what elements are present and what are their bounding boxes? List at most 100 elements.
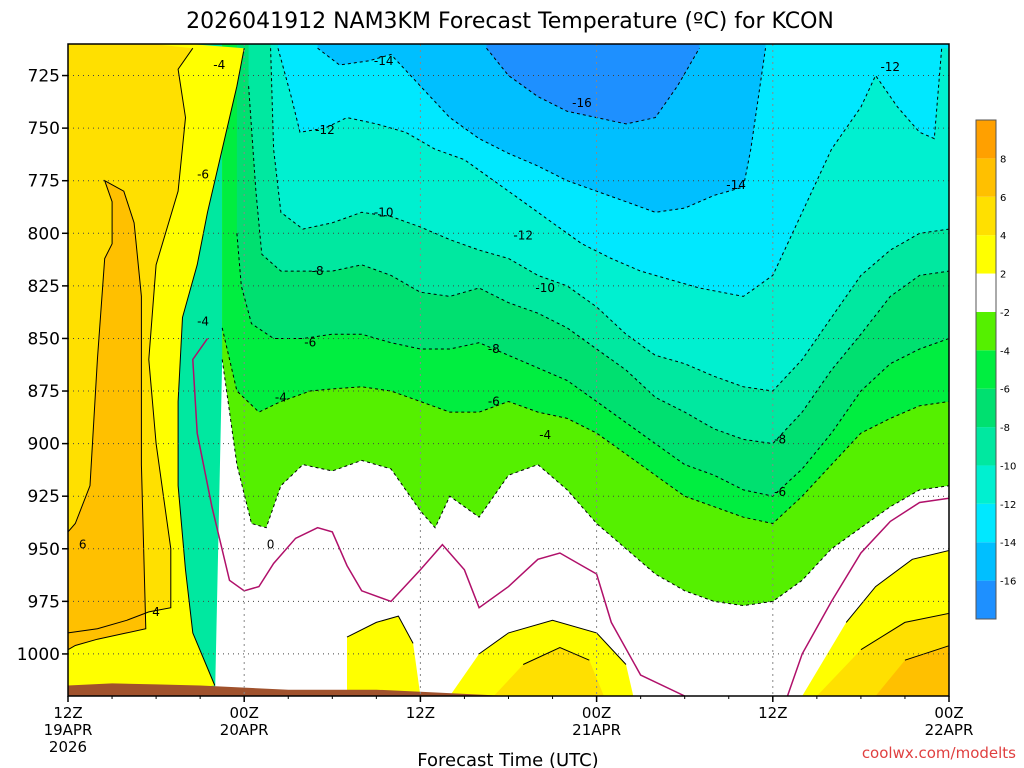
warm-pocket-line-3: [522, 647, 590, 665]
contour-label--16: -16: [572, 96, 592, 110]
x-tick-label-60-2: 22APR: [925, 721, 974, 739]
ground-layer: [68, 683, 553, 696]
colorbar-label--8: -8: [1000, 423, 1010, 434]
x-tick-label-12-1: 00Z: [230, 704, 259, 722]
y-tick-label-900: 900: [28, 435, 60, 455]
contour-label-extra-5: -12: [513, 228, 533, 242]
x-tick-label-36-1: 00Z: [582, 704, 611, 722]
isotherm--10: [270, 48, 949, 392]
contour-label-extra-8: -6: [488, 395, 500, 409]
colorbar-bin--16: [976, 542, 996, 581]
colorbar-label--16: -16: [1000, 577, 1016, 588]
colorbar-bin-8: [976, 120, 996, 159]
colorbar-bin-2: [976, 235, 996, 274]
credit-link[interactable]: coolwx.com/modelts: [862, 744, 1016, 762]
x-tick-label-0-2: 19APR: [44, 721, 93, 739]
colorbar-label--12: -12: [1000, 500, 1016, 511]
warm-pocket-0: [347, 616, 421, 696]
contour-label--14: -14: [374, 54, 394, 68]
colorbar-label-6: 6: [1000, 193, 1006, 204]
y-tick-label-825: 825: [28, 277, 60, 297]
colorbar-bin--2: [976, 273, 996, 312]
contour-label--8: -8: [312, 264, 324, 278]
x-tick-label-0-1: 12Z: [53, 704, 82, 722]
colorbar: -16 -14 -12 -10 -8 -6 -4 -2 2 4 6 8: [975, 119, 1016, 620]
contour-label-extra-7: -8: [488, 342, 500, 356]
warm-pocket-line-1: [478, 619, 627, 665]
y-axis: 725 750 775 800 825 850 875 900 925 950 975 1000: [17, 67, 68, 665]
band-fill-6: [68, 180, 146, 650]
grid-lines: [68, 44, 949, 696]
colorbar-bin--6: [976, 350, 996, 389]
colorbar-bin--10: [976, 427, 996, 466]
isotherm-2: [177, 48, 245, 686]
y-tick-label-925: 925: [28, 487, 60, 507]
contour-label--6: -6: [304, 336, 316, 350]
y-tick-label-975: 975: [28, 592, 60, 612]
contour-label--4: -4: [275, 390, 287, 404]
colorbar-label--2: -2: [1000, 308, 1010, 319]
chart-title: 2026041912 NAM3KM Forecast Temperature (…: [186, 9, 834, 34]
contour-label-extra-3: -14: [726, 178, 746, 192]
contour-label-0: 0: [267, 538, 275, 552]
warm-pocket-line-0: [346, 615, 414, 644]
colorbar-bin--12: [976, 465, 996, 504]
isotherm--14: [317, 47, 766, 213]
band-fill--17: [486, 44, 700, 124]
x-tick-label-24-1: 12Z: [406, 704, 435, 722]
isotherm--4: [221, 327, 949, 525]
warm-pocket-line-4: [860, 612, 949, 651]
y-tick-label-800: 800: [28, 224, 60, 244]
x-tick-label-48-1: 12Z: [758, 704, 787, 722]
isotherm-6: [68, 179, 147, 651]
colorbar-bin--4: [976, 311, 996, 351]
contour-label-extra-11: -6: [774, 485, 786, 499]
contour-label-extra-0: -4: [213, 58, 225, 72]
colorbar-bin--14: [976, 503, 996, 543]
x-tick-label-0-3: 2026: [49, 738, 87, 756]
y-tick-label-875: 875: [28, 382, 60, 402]
contour-label-extra-10: -8: [774, 432, 786, 446]
isotherm--6: [236, 233, 949, 497]
warm-pocket-line-5: [904, 645, 949, 661]
contour-label--12: -12: [315, 123, 335, 137]
y-tick-label-775: 775: [28, 172, 60, 192]
x-tick-label-12-2: 20APR: [220, 721, 269, 739]
warm-pocket-3: [493, 647, 604, 696]
x-tick-label-36-2: 21APR: [572, 721, 621, 739]
isotherm-0-right: [786, 497, 949, 696]
colorbar-label--6: -6: [1000, 385, 1010, 396]
warm-pocket-5: [875, 645, 949, 696]
isotherm--12: [277, 48, 943, 297]
colorbar-label--4: -4: [1000, 346, 1010, 357]
band-fill-0: [215, 359, 949, 696]
colorbar-bin-4: [976, 196, 996, 236]
x-tick-label-60-1: 00Z: [934, 704, 963, 722]
y-tick-label-725: 725: [28, 67, 60, 87]
isotherm-0: [192, 338, 686, 696]
colorbar-bin--8: [976, 388, 996, 428]
contour-label-extra-2: -4: [197, 315, 209, 329]
isotherm-labels: 6 4 0 -4 -6 -8 -10 -12 -14 -16 -4 -6 -4 -14 -12 -12 -10 -…: [79, 54, 900, 619]
isotherm-4: [68, 47, 194, 634]
colorbar-frame: [975, 119, 997, 620]
contour-label-4: 4: [152, 605, 160, 619]
colorbar-label-4: 4: [1000, 231, 1006, 242]
contour-label-6: 6: [79, 538, 87, 552]
isotherm--2: [221, 359, 949, 607]
colorbar-label-8: 8: [1000, 154, 1006, 165]
colorbar-label--14: -14: [1000, 538, 1016, 549]
ground-fill: [68, 683, 553, 696]
y-tick-label-850: 850: [28, 329, 60, 349]
colorbar-bin-6: [976, 158, 996, 197]
contour-label-extra-9: -4: [539, 428, 551, 442]
contour-label-extra-4: -12: [880, 60, 900, 74]
colorbar-bin--18: [976, 580, 996, 619]
warm-pocket-line-2: [845, 550, 949, 623]
colorbar-label--10: -10: [1000, 461, 1016, 472]
colorbar-label-2: 2: [1000, 270, 1006, 281]
temperature-fill: [68, 44, 949, 696]
contour-label-extra-6: -10: [535, 281, 555, 295]
